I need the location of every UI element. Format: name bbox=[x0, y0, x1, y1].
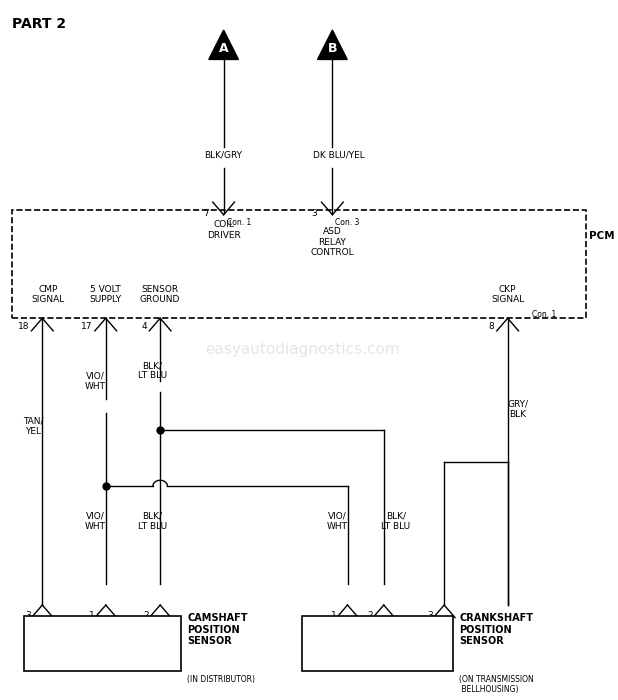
Text: 8: 8 bbox=[489, 322, 494, 331]
Text: PART 2: PART 2 bbox=[12, 18, 66, 32]
Polygon shape bbox=[209, 30, 239, 60]
Text: 4: 4 bbox=[142, 322, 147, 331]
Text: (IN DISTRIBUTOR): (IN DISTRIBUTOR) bbox=[187, 675, 255, 684]
Text: BLK/
LT BLU: BLK/ LT BLU bbox=[381, 512, 410, 531]
Text: CAMSHAFT
POSITION
SENSOR: CAMSHAFT POSITION SENSOR bbox=[187, 613, 248, 646]
Text: GRY/
BLK: GRY/ BLK bbox=[507, 400, 528, 419]
Text: DK BLU/YEL: DK BLU/YEL bbox=[313, 150, 364, 160]
Bar bbox=[24, 615, 181, 671]
Text: 2: 2 bbox=[143, 610, 150, 620]
Text: SENSOR
GROUND: SENSOR GROUND bbox=[140, 285, 180, 304]
Text: COIL
DRIVER: COIL DRIVER bbox=[207, 220, 240, 239]
Text: easyautodiagnostics.com: easyautodiagnostics.com bbox=[205, 342, 400, 357]
Text: 3: 3 bbox=[311, 209, 317, 218]
Text: 18: 18 bbox=[17, 322, 29, 331]
Text: VIO/
WHT: VIO/ WHT bbox=[85, 372, 106, 391]
Text: 3: 3 bbox=[428, 610, 433, 620]
Text: CMP
SIGNAL: CMP SIGNAL bbox=[32, 285, 65, 304]
Text: (ON TRANSMISSION
 BELLHOUSING): (ON TRANSMISSION BELLHOUSING) bbox=[459, 675, 534, 694]
Text: TAN/
YEL: TAN/ YEL bbox=[23, 417, 43, 436]
Text: BLK/
LT BLU: BLK/ LT BLU bbox=[138, 512, 167, 531]
Text: 2: 2 bbox=[367, 610, 373, 620]
Text: 3: 3 bbox=[26, 610, 32, 620]
Text: ASD
RELAY
CONTROL: ASD RELAY CONTROL bbox=[311, 228, 354, 257]
Text: Con. 3: Con. 3 bbox=[336, 218, 360, 228]
Text: 1: 1 bbox=[331, 610, 337, 620]
Text: 1: 1 bbox=[89, 610, 95, 620]
Text: VIO/
WHT: VIO/ WHT bbox=[85, 512, 106, 531]
Text: Con. 1: Con. 1 bbox=[227, 218, 251, 228]
Text: 7: 7 bbox=[203, 209, 208, 218]
Text: BLK/GRY: BLK/GRY bbox=[205, 150, 243, 160]
Text: VIO/
WHT: VIO/ WHT bbox=[327, 512, 348, 531]
Text: 17: 17 bbox=[81, 322, 93, 331]
Text: Con. 1: Con. 1 bbox=[532, 310, 556, 319]
Text: CKP
SIGNAL: CKP SIGNAL bbox=[491, 285, 524, 304]
Text: CRANKSHAFT
POSITION
SENSOR: CRANKSHAFT POSITION SENSOR bbox=[459, 613, 533, 646]
Bar bbox=[302, 615, 453, 671]
Polygon shape bbox=[318, 30, 347, 60]
Text: PCM: PCM bbox=[589, 231, 615, 241]
Text: B: B bbox=[328, 42, 337, 55]
Text: 5 VOLT
SUPPLY: 5 VOLT SUPPLY bbox=[90, 285, 122, 304]
Text: BLK/
LT BLU: BLK/ LT BLU bbox=[138, 361, 167, 380]
Text: A: A bbox=[219, 42, 229, 55]
